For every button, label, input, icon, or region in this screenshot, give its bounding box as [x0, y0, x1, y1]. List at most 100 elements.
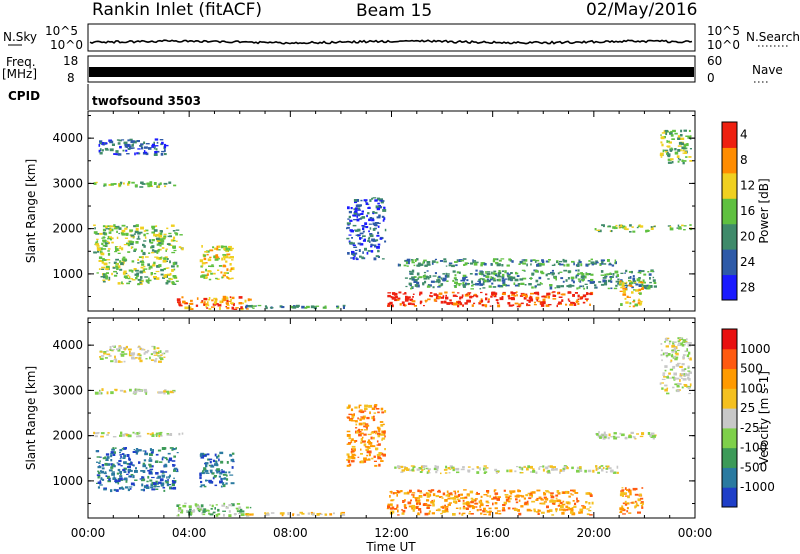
velocity-cell [589, 514, 593, 516]
power-cell [171, 282, 175, 285]
velocity-cell [127, 468, 132, 472]
power-cell [637, 271, 642, 274]
velocity-cell [624, 500, 627, 504]
velocity-cell [115, 489, 119, 492]
power-cell [547, 295, 550, 299]
velocity-cell [148, 463, 152, 466]
velocity-cell [512, 490, 516, 493]
power-cell [603, 263, 607, 265]
velocity-cell [217, 454, 220, 458]
power-cell [140, 266, 144, 269]
power-cell [553, 263, 556, 266]
power-cell [473, 294, 477, 297]
velocity-cell [218, 475, 221, 478]
power-cell [480, 271, 484, 274]
velocity-cell [507, 496, 510, 500]
power-cell [145, 256, 149, 258]
power-cell [392, 292, 396, 295]
power-cell [126, 226, 128, 229]
velocity-cell [494, 502, 498, 505]
velocity-cell [494, 507, 498, 510]
velocity-cell [140, 348, 145, 351]
power-cell [689, 160, 693, 162]
power-cell [132, 279, 136, 281]
power-cell [145, 183, 149, 185]
velocity-cell [664, 338, 667, 340]
power-cell [116, 230, 118, 233]
power-cell [538, 276, 542, 280]
power-cell [443, 258, 447, 260]
velocity-cell [209, 504, 211, 506]
power-cell [107, 248, 111, 250]
velocity-cell [670, 354, 674, 358]
power-cell [184, 302, 189, 305]
velocity-cell [565, 467, 569, 470]
power-cell [143, 268, 148, 270]
velocity-cell [626, 502, 629, 504]
power-cell [98, 247, 101, 251]
power-cell [245, 306, 247, 309]
power-cell [195, 304, 199, 307]
velocity-cell [687, 370, 691, 372]
power-cell [541, 295, 544, 298]
velocity-cell [355, 427, 358, 429]
power-cell [437, 286, 441, 288]
power-cell [131, 246, 134, 248]
velocity-cell [477, 493, 480, 495]
power-cell [164, 274, 168, 276]
velocity-cell [677, 344, 681, 346]
velocity-cell [99, 351, 103, 353]
velocity-cell [509, 490, 513, 492]
power-cell [102, 232, 106, 235]
power-cell [530, 277, 532, 280]
power-cell [636, 278, 641, 282]
power-cell [631, 226, 634, 228]
velocity-cell [357, 417, 359, 420]
power-cell [615, 227, 618, 229]
power-cell [102, 280, 106, 283]
power-cell [631, 286, 634, 289]
power-cell [556, 261, 559, 264]
power-cell [631, 291, 634, 294]
velocity-cell [201, 512, 203, 515]
velocity-cell [401, 509, 403, 511]
power-cell [98, 149, 101, 153]
velocity-cell [430, 489, 435, 492]
velocity-cell [235, 507, 239, 510]
power-cell [442, 273, 446, 275]
power-cell [429, 292, 433, 294]
velocity-cell [415, 500, 418, 503]
velocity-cell [485, 500, 489, 503]
velocity-cell [171, 460, 176, 462]
velocity-cell [424, 512, 429, 516]
velocity-cell [296, 513, 300, 516]
velocity-cell [375, 408, 380, 410]
velocity-cell [360, 429, 364, 431]
velocity-cell [452, 497, 457, 500]
velocity-cell [549, 465, 553, 468]
power-cell [513, 282, 516, 285]
velocity-cell [99, 356, 101, 358]
power-cell [126, 282, 130, 285]
power-cell [160, 273, 164, 276]
power-cell [587, 263, 590, 266]
power-cell [162, 260, 167, 263]
power-cell [245, 304, 248, 308]
power-cell [404, 304, 407, 307]
power-cell [116, 139, 120, 141]
velocity-cell [556, 490, 560, 493]
velocity-cell [628, 435, 632, 439]
power-cell [136, 272, 139, 276]
velocity-cell [370, 436, 373, 440]
velocity-cell [152, 449, 154, 452]
power-cell [215, 303, 219, 305]
power-cell [105, 272, 109, 275]
velocity-cell [367, 433, 372, 436]
velocity-cell [348, 405, 351, 409]
power-cell [413, 303, 415, 306]
velocity-cell [147, 475, 150, 479]
velocity-cell [142, 462, 146, 465]
velocity-cell [150, 353, 153, 356]
power-cell [143, 265, 146, 268]
power-cell [148, 267, 153, 269]
